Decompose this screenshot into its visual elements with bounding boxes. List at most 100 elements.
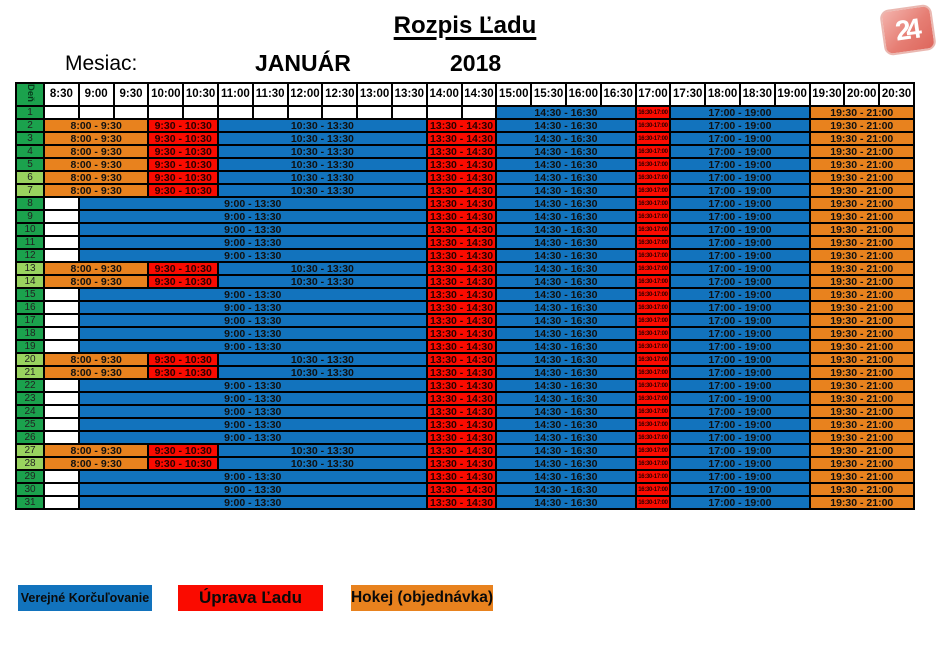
red-slot-cell: 13:30 - 14:30 [425,274,498,290]
schedule-row: 12 9:00 - 13:30 13:30 - 14:30 14:30 - 16:30… [15,248,916,264]
redsmall-slot-cell: 16:30-17:00 [634,118,672,134]
blue-slot-cell: 17:00 - 19:00 [669,183,811,199]
empty-slot-cell [147,105,185,121]
empty-slot-cell [321,105,359,121]
day-cell: 23 [15,391,45,407]
time-column-header: 14:00 [425,81,463,108]
orange-slot-cell: 19:30 - 21:00 [808,131,916,147]
blue-slot-cell: 17:00 - 19:00 [669,326,811,342]
blue-slot-cell: 9:00 - 13:30 [77,404,428,420]
schedule-row: 25 9:00 - 13:30 13:30 - 14:30 14:30 - 16:30… [15,417,916,433]
red-slot-cell: 13:30 - 14:30 [425,131,498,147]
day-cell: 31 [15,495,45,511]
orange-slot-cell: 8:00 - 9:30 [42,352,150,368]
red-slot-cell: 9:30 - 10:30 [147,170,219,186]
red-slot-cell: 9:30 - 10:30 [147,443,219,459]
blue-slot-cell: 14:30 - 16:30 [495,300,637,316]
blue-slot-cell: 10:30 - 13:30 [216,131,428,147]
day-cell: 5 [15,157,45,173]
orange-slot-cell: 19:30 - 21:00 [808,339,916,355]
blue-slot-cell: 10:30 - 13:30 [216,118,428,134]
day-cell: 6 [15,170,45,186]
orange-slot-cell: 19:30 - 21:00 [808,300,916,316]
blue-slot-cell: 17:00 - 19:00 [669,105,811,121]
orange-slot-cell: 19:30 - 21:00 [808,430,916,446]
orange-slot-cell: 8:00 - 9:30 [42,144,150,160]
blue-slot-cell: 17:00 - 19:00 [669,222,811,238]
year-value: 2018 [450,50,502,76]
empty-slot-cell [43,209,80,225]
blue-slot-cell: 14:30 - 16:30 [495,326,637,342]
red-slot-cell: 13:30 - 14:30 [425,261,498,277]
red-slot-cell: 13:30 - 14:30 [425,144,498,160]
blue-slot-cell: 9:00 - 13:30 [77,235,428,251]
red-slot-cell: 13:30 - 14:30 [425,183,498,199]
red-slot-cell: 9:30 - 10:30 [147,183,219,199]
day-cell: 1 [15,105,45,121]
redsmall-slot-cell: 16:30-17:00 [634,287,672,303]
orange-slot-cell: 19:30 - 21:00 [808,274,916,290]
blue-slot-cell: 17:00 - 19:00 [669,417,811,433]
page-title: Rozpis Ľadu [393,12,537,39]
red-slot-cell: 13:30 - 14:30 [425,417,498,433]
day-cell: 13 [15,261,45,277]
empty-slot-cell [182,105,219,121]
blue-slot-cell: 14:30 - 16:30 [495,157,637,173]
day-cell: 27 [15,443,45,459]
schedule-row: 5 8:00 - 9:30 9:30 - 10:30 10:30 - 13:30 13:… [15,157,916,173]
legend-hockey-label: Hokej (objednávka) [350,589,494,606]
blue-slot-cell: 9:00 - 13:30 [77,287,428,303]
blue-slot-cell: 14:30 - 16:30 [495,482,637,498]
red-slot-cell: 9:30 - 10:30 [147,131,219,147]
blue-slot-cell: 14:30 - 16:30 [495,235,637,251]
day-cell: 26 [15,430,45,446]
time-column-header: 13:00 [356,81,393,108]
blue-slot-cell: 9:00 - 13:30 [77,209,428,225]
blue-slot-cell: 14:30 - 16:30 [495,131,637,147]
blue-slot-cell: 14:30 - 16:30 [495,222,637,238]
schedule-row: 18 9:00 - 13:30 13:30 - 14:30 14:30 - 16:30… [15,326,916,342]
orange-slot-cell: 8:00 - 9:30 [42,131,150,147]
empty-slot-cell [251,105,289,121]
day-cell: 9 [15,209,45,225]
blue-slot-cell: 17:00 - 19:00 [669,482,811,498]
orange-slot-cell: 19:30 - 21:00 [808,443,916,459]
orange-slot-cell: 19:30 - 21:00 [808,183,916,199]
red-slot-cell: 13:30 - 14:30 [425,222,498,238]
orange-slot-cell: 19:30 - 21:00 [808,313,916,329]
redsmall-slot-cell: 16:30-17:00 [634,365,672,381]
empty-slot-cell [43,313,80,329]
blue-slot-cell: 17:00 - 19:00 [669,313,811,329]
day-cell: 14 [15,274,45,290]
red-slot-cell: 13:30 - 14:30 [425,482,498,498]
orange-slot-cell: 19:30 - 21:00 [808,456,916,472]
month-value: JANUÁR [255,50,351,76]
red-slot-cell: 13:30 - 14:30 [425,209,498,225]
redsmall-slot-cell: 16:30-17:00 [634,326,672,342]
blue-slot-cell: 17:00 - 19:00 [669,378,811,394]
time-column-header: 15:00 [495,81,533,108]
red-slot-cell: 13:30 - 14:30 [425,287,498,303]
blue-slot-cell: 9:00 - 13:30 [77,430,428,446]
blue-slot-cell: 17:00 - 19:00 [669,118,811,134]
schedule-row: 23 9:00 - 13:30 13:30 - 14:30 14:30 - 16:30… [15,391,916,407]
red-slot-cell: 13:30 - 14:30 [425,495,498,511]
redsmall-slot-cell: 16:30-17:00 [634,313,672,329]
blue-slot-cell: 14:30 - 16:30 [495,118,637,134]
blue-slot-cell: 14:30 - 16:30 [495,365,637,381]
red-slot-cell: 13:30 - 14:30 [425,378,498,394]
empty-slot-cell [43,391,80,407]
orange-slot-cell: 19:30 - 21:00 [808,157,916,173]
blue-slot-cell: 10:30 - 13:30 [216,170,428,186]
redsmall-slot-cell: 16:30-17:00 [634,378,672,394]
blue-slot-cell: 10:30 - 13:30 [216,157,428,173]
time-column-header: 17:30 [669,81,707,108]
red-slot-cell: 13:30 - 14:30 [425,118,498,134]
blue-slot-cell: 10:30 - 13:30 [216,274,428,290]
blue-slot-cell: 17:00 - 19:00 [669,391,811,407]
header-row: Deň 8:30 9:00 9:30 10:00 10:30 11:00 11:30 12:00… [15,81,915,108]
blue-slot-cell: 14:30 - 16:30 [495,430,637,446]
red-slot-cell: 9:30 - 10:30 [147,261,219,277]
blue-slot-cell: 17:00 - 19:00 [669,248,811,264]
redsmall-slot-cell: 16:30-17:00 [634,352,672,368]
